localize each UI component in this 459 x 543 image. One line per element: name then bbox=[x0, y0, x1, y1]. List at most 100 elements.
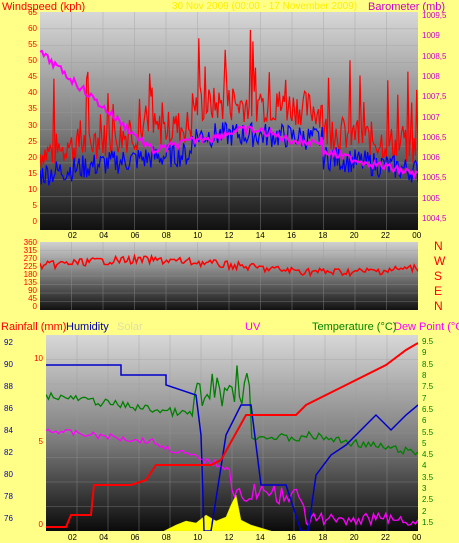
compass-letter: N bbox=[434, 239, 443, 253]
time-tick: 12 bbox=[224, 231, 234, 240]
weather-chart bbox=[46, 335, 418, 531]
barometer-tick: 1005,5 bbox=[422, 173, 447, 183]
temperature-tick: 4.5 bbox=[422, 450, 434, 460]
temperature-tick: 8 bbox=[422, 370, 427, 380]
time-tick: 06 bbox=[130, 231, 140, 240]
windspeed-tick: 65 bbox=[28, 8, 37, 17]
rainfall-tick: 5 bbox=[38, 437, 43, 446]
time-tick: 02 bbox=[68, 231, 77, 240]
windspeed-tick: 15 bbox=[28, 168, 37, 178]
chart-period-title: 30 Nov 2009 (00:00 - 17 November 2009) bbox=[172, 1, 358, 12]
time-tick: 18 bbox=[318, 231, 328, 240]
humidity-tick: 88 bbox=[4, 382, 13, 391]
barometer-tick: 1005 bbox=[422, 193, 440, 203]
humidity-tick: 78 bbox=[4, 492, 13, 501]
time-tick: 10 bbox=[193, 231, 203, 240]
barometer-tick: 1006,5 bbox=[422, 132, 447, 142]
compass-letter: N bbox=[434, 299, 443, 313]
solar-title: Solar bbox=[117, 321, 143, 333]
temperature-tick: 6 bbox=[422, 416, 427, 426]
windspeed-tick: 10 bbox=[28, 184, 37, 194]
direction-tick: 180 bbox=[23, 270, 37, 279]
barometer-tick: 1007,5 bbox=[422, 92, 447, 102]
barometer-tick: 1004,5 bbox=[422, 214, 447, 223]
time-tick: 14 bbox=[255, 231, 265, 240]
time-tick: 14 bbox=[255, 533, 265, 542]
time-tick: 22 bbox=[381, 231, 390, 240]
humidity-tick: 76 bbox=[4, 514, 13, 523]
humidity-tick: 90 bbox=[4, 360, 13, 369]
time-tick: 22 bbox=[381, 533, 390, 542]
dewpoint-title: Dew Point (°C) bbox=[394, 321, 459, 333]
barometer-title: Barometer (mb) bbox=[368, 1, 446, 13]
time-tick: 10 bbox=[193, 533, 203, 542]
time-tick: 00 bbox=[412, 231, 422, 240]
time-tick: 20 bbox=[349, 533, 359, 542]
windspeed-title: Windspeed (kph) bbox=[2, 1, 86, 13]
windspeed-tick: 20 bbox=[28, 152, 37, 162]
temperature-tick: 6.5 bbox=[422, 404, 434, 414]
windspeed-tick: 45 bbox=[28, 72, 37, 82]
windspeed-plot bbox=[40, 12, 418, 230]
time-tick: 08 bbox=[161, 533, 171, 542]
rainfall-title: Rainfall (mm) bbox=[1, 321, 67, 333]
time-tick: 00 bbox=[412, 533, 422, 542]
windspeed-chart bbox=[40, 12, 418, 230]
windspeed-tick: 35 bbox=[28, 104, 37, 114]
time-tick: 16 bbox=[287, 533, 296, 542]
temperature-tick: 7 bbox=[422, 393, 427, 403]
direction-tick: 360 bbox=[23, 238, 37, 247]
windspeed-tick: 40 bbox=[28, 88, 37, 98]
humidity-title: Humidity bbox=[66, 321, 109, 333]
direction-tick: 225 bbox=[23, 262, 37, 271]
wind-direction-chart bbox=[40, 242, 418, 310]
windspeed-tick: 55 bbox=[28, 40, 37, 50]
direction-tick: 270 bbox=[23, 254, 37, 263]
time-tick: 18 bbox=[318, 533, 328, 542]
barometer-tick: 1007 bbox=[422, 112, 440, 122]
barometer-tick: 1008 bbox=[422, 71, 440, 81]
barometer-tick: 1006 bbox=[422, 153, 440, 163]
temperature-tick: 3 bbox=[422, 484, 427, 494]
rainfall-tick: 0 bbox=[38, 520, 43, 529]
temperature-tick: 2.5 bbox=[422, 495, 434, 505]
humidity-tick: 84 bbox=[4, 426, 13, 435]
temperature-tick: 1.5 bbox=[422, 518, 434, 527]
uv-title: UV bbox=[245, 321, 261, 333]
direction-tick: 90 bbox=[28, 286, 37, 295]
weather-plot bbox=[46, 335, 418, 531]
windspeed-tick: 5 bbox=[32, 200, 37, 210]
rainfall-tick: 10 bbox=[34, 354, 43, 363]
temperature-tick: 7.5 bbox=[422, 382, 434, 392]
time-tick: 04 bbox=[99, 231, 109, 240]
temperature-tick: 9 bbox=[422, 348, 427, 358]
barometer-tick: 1009,5 bbox=[422, 11, 447, 20]
direction-tick: 0 bbox=[32, 302, 37, 311]
temperature-tick: 4 bbox=[422, 461, 427, 471]
time-tick: 20 bbox=[349, 231, 359, 240]
windspeed-tick: 0 bbox=[32, 217, 37, 226]
compass-letter: S bbox=[434, 269, 443, 283]
windspeed-tick: 50 bbox=[28, 56, 37, 66]
compass-letter: E bbox=[434, 284, 443, 298]
direction-tick: 45 bbox=[28, 294, 37, 303]
humidity-tick: 82 bbox=[4, 448, 13, 457]
wind-direction-plot bbox=[40, 242, 418, 310]
temperature-title: Temperature (°C) bbox=[312, 321, 397, 333]
time-tick: 04 bbox=[99, 533, 109, 542]
temperature-tick: 9.5 bbox=[422, 337, 434, 346]
temperature-tick: 5 bbox=[422, 438, 427, 448]
windspeed-tick: 25 bbox=[28, 136, 37, 146]
barometer-tick: 1009 bbox=[422, 31, 440, 41]
temperature-tick: 8.5 bbox=[422, 359, 434, 369]
humidity-tick: 80 bbox=[4, 470, 13, 479]
humidity-tick: 92 bbox=[4, 338, 13, 347]
direction-tick: 315 bbox=[23, 246, 37, 255]
temperature-tick: 5.5 bbox=[422, 427, 434, 437]
temperature-tick: 3.5 bbox=[422, 472, 434, 482]
time-tick: 06 bbox=[130, 533, 140, 542]
time-tick: 08 bbox=[161, 231, 171, 240]
humidity-tick: 86 bbox=[4, 404, 13, 413]
temperature-tick: 2 bbox=[422, 506, 427, 516]
windspeed-tick: 60 bbox=[28, 24, 37, 34]
